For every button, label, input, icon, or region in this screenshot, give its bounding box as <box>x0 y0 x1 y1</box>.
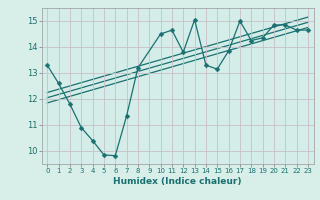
X-axis label: Humidex (Indice chaleur): Humidex (Indice chaleur) <box>113 177 242 186</box>
